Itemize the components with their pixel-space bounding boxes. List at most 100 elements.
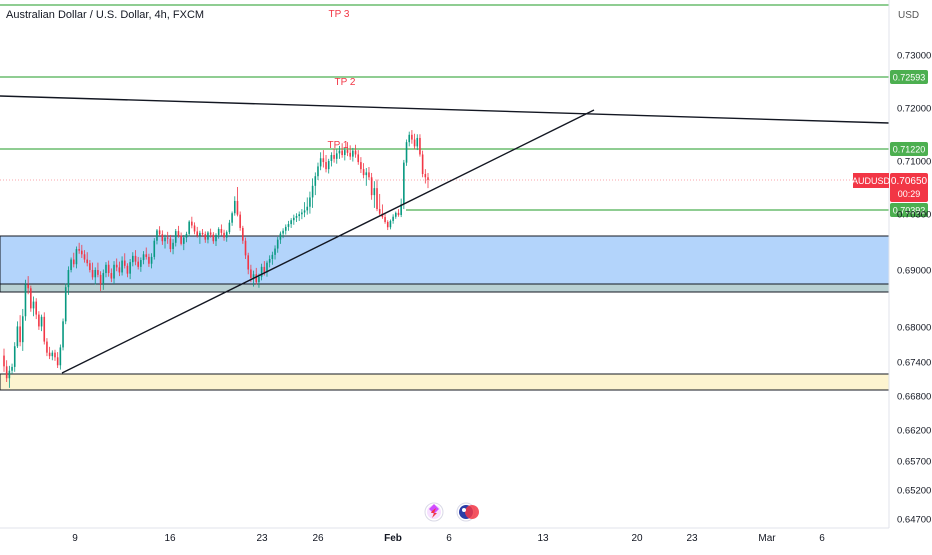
candle[interactable] [126,263,129,278]
candle[interactable] [174,228,177,247]
candle[interactable] [378,193,381,216]
candle[interactable] [166,231,169,244]
candle[interactable] [140,257,142,272]
candle[interactable] [231,211,233,226]
candle[interactable] [212,232,215,244]
candle[interactable] [260,263,263,281]
candle[interactable] [156,228,158,245]
candle[interactable] [118,261,121,277]
candle[interactable] [21,308,24,351]
candle[interactable] [24,279,27,321]
candle[interactable] [416,134,419,151]
candle[interactable] [341,143,343,158]
candle[interactable] [91,262,94,280]
candle[interactable] [113,261,115,284]
candle[interactable] [405,139,408,166]
candle[interactable] [199,230,201,244]
candle[interactable] [32,296,35,317]
candle[interactable] [107,260,110,277]
candle[interactable] [394,211,397,219]
candle[interactable] [191,216,193,229]
candle[interactable] [145,247,148,260]
candle[interactable] [102,269,105,290]
candle[interactable] [239,211,241,231]
upper-trendline[interactable] [0,95,890,124]
candle[interactable] [421,150,424,178]
candle[interactable] [376,179,378,212]
candle[interactable] [129,259,131,280]
candle[interactable] [150,253,153,269]
candle[interactable] [115,258,118,272]
candle[interactable] [282,228,284,239]
candle[interactable] [153,238,156,260]
candle[interactable] [62,318,64,351]
candle[interactable] [188,220,190,237]
candle[interactable] [236,186,239,217]
candle[interactable] [134,250,137,266]
candle[interactable] [196,226,199,238]
candle[interactable] [279,231,282,244]
candle[interactable] [78,242,80,254]
candle[interactable] [46,338,48,357]
candle[interactable] [225,230,228,242]
candle[interactable] [51,350,54,361]
candle[interactable] [424,169,427,184]
candle[interactable] [19,315,21,347]
candle[interactable] [180,232,182,246]
candle[interactable] [247,252,250,275]
candle[interactable] [306,197,309,215]
candle[interactable] [40,314,43,332]
candle[interactable] [137,256,139,270]
candle[interactable] [365,168,368,186]
candle[interactable] [368,166,370,180]
candle[interactable] [72,252,75,268]
candle[interactable] [220,224,223,236]
candle[interactable] [64,283,67,325]
candle[interactable] [185,231,188,243]
candle[interactable] [209,228,212,238]
candle[interactable] [217,227,220,239]
candle[interactable] [327,158,330,174]
candle[interactable] [223,229,225,241]
candle[interactable] [298,211,300,221]
candle[interactable] [319,152,322,171]
candle[interactable] [303,202,306,218]
candle[interactable] [43,312,46,345]
candle[interactable] [54,349,56,361]
candle[interactable] [244,237,247,260]
candle[interactable] [384,213,386,224]
candle[interactable] [38,311,40,330]
candle[interactable] [86,252,88,267]
candle[interactable] [290,218,292,228]
candle[interactable] [81,244,83,258]
candle[interactable] [344,147,346,161]
candle[interactable] [403,159,405,210]
candle[interactable] [330,152,333,167]
candle[interactable] [352,147,354,162]
candle[interactable] [5,360,8,382]
candle[interactable] [132,252,134,267]
candle[interactable] [274,245,276,260]
candle[interactable] [204,231,207,243]
candle[interactable] [338,145,341,159]
candle[interactable] [271,251,274,265]
candle[interactable] [287,220,290,231]
candle[interactable] [94,267,97,285]
candle[interactable] [309,191,311,214]
candle[interactable] [105,262,107,278]
candle[interactable] [389,219,392,230]
candle[interactable] [56,352,59,368]
candle[interactable] [8,365,11,388]
candle[interactable] [266,260,268,277]
candle[interactable] [370,172,373,200]
candle[interactable] [228,219,231,235]
candle[interactable] [161,230,164,245]
candle[interactable] [293,214,295,225]
candle[interactable] [314,172,317,196]
candle[interactable] [97,262,99,278]
candle[interactable] [142,251,145,265]
candle[interactable] [357,150,360,165]
candle[interactable] [397,209,400,217]
candle[interactable] [169,234,172,253]
candle[interactable] [276,237,279,253]
